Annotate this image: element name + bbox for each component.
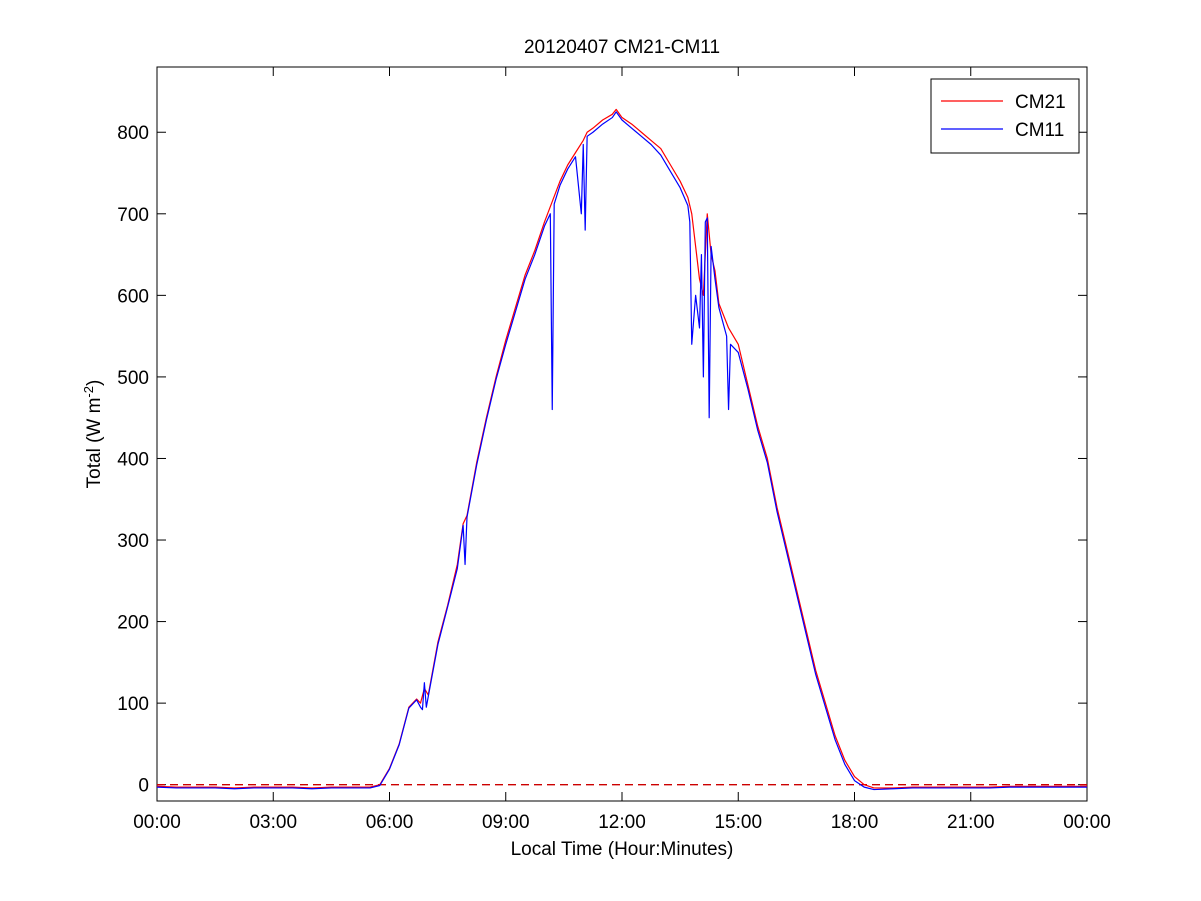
x-tick-label: 09:00 [482, 812, 530, 833]
y-tick-label: 600 [117, 286, 149, 307]
x-tick-label: 03:00 [249, 812, 297, 833]
y-axis-label-close: ) [84, 380, 105, 386]
series-line-cm11 [156, 111, 1087, 791]
legend-box [930, 78, 1080, 154]
y-tick-label: 200 [117, 613, 149, 634]
y-axis-label-superscript: -2 [81, 386, 96, 398]
legend-label-cm21: CM21 [1015, 92, 1066, 113]
x-tick-label: 18:00 [831, 812, 879, 833]
x-axis-label: Local Time (Hour:Minutes) [511, 839, 734, 860]
plot-area: 00:00 03:00 06:00 09:00 12:00 15:00 18:00 21:00… [117, 66, 1111, 833]
y-axis-label: Total (W m-2) [81, 380, 106, 489]
x-tick-label: 06:00 [366, 812, 414, 833]
y-axis-label-text: Total (W m [84, 398, 105, 489]
legend-label-cm11: CM11 [1015, 120, 1064, 141]
y-tick-label: 100 [117, 694, 149, 715]
y-tick-label: 700 [117, 205, 149, 226]
y-tick-label: 300 [117, 531, 149, 552]
x-tick-label: 00:00 [1063, 812, 1111, 833]
y-tick-label: 500 [117, 368, 149, 389]
x-tick-label: 00:00 [133, 812, 181, 833]
x-tick-label: 12:00 [598, 812, 646, 833]
y-tick-label: 0 [138, 776, 149, 797]
x-tick-label: 21:00 [947, 812, 995, 833]
y-tick-label: 800 [117, 123, 149, 144]
x-tick-label: 15:00 [714, 812, 762, 833]
legend: CM21 CM11 [930, 78, 1080, 154]
y-tick-label: 400 [117, 449, 149, 470]
chart-title: 20120407 CM21-CM11 [524, 37, 720, 58]
